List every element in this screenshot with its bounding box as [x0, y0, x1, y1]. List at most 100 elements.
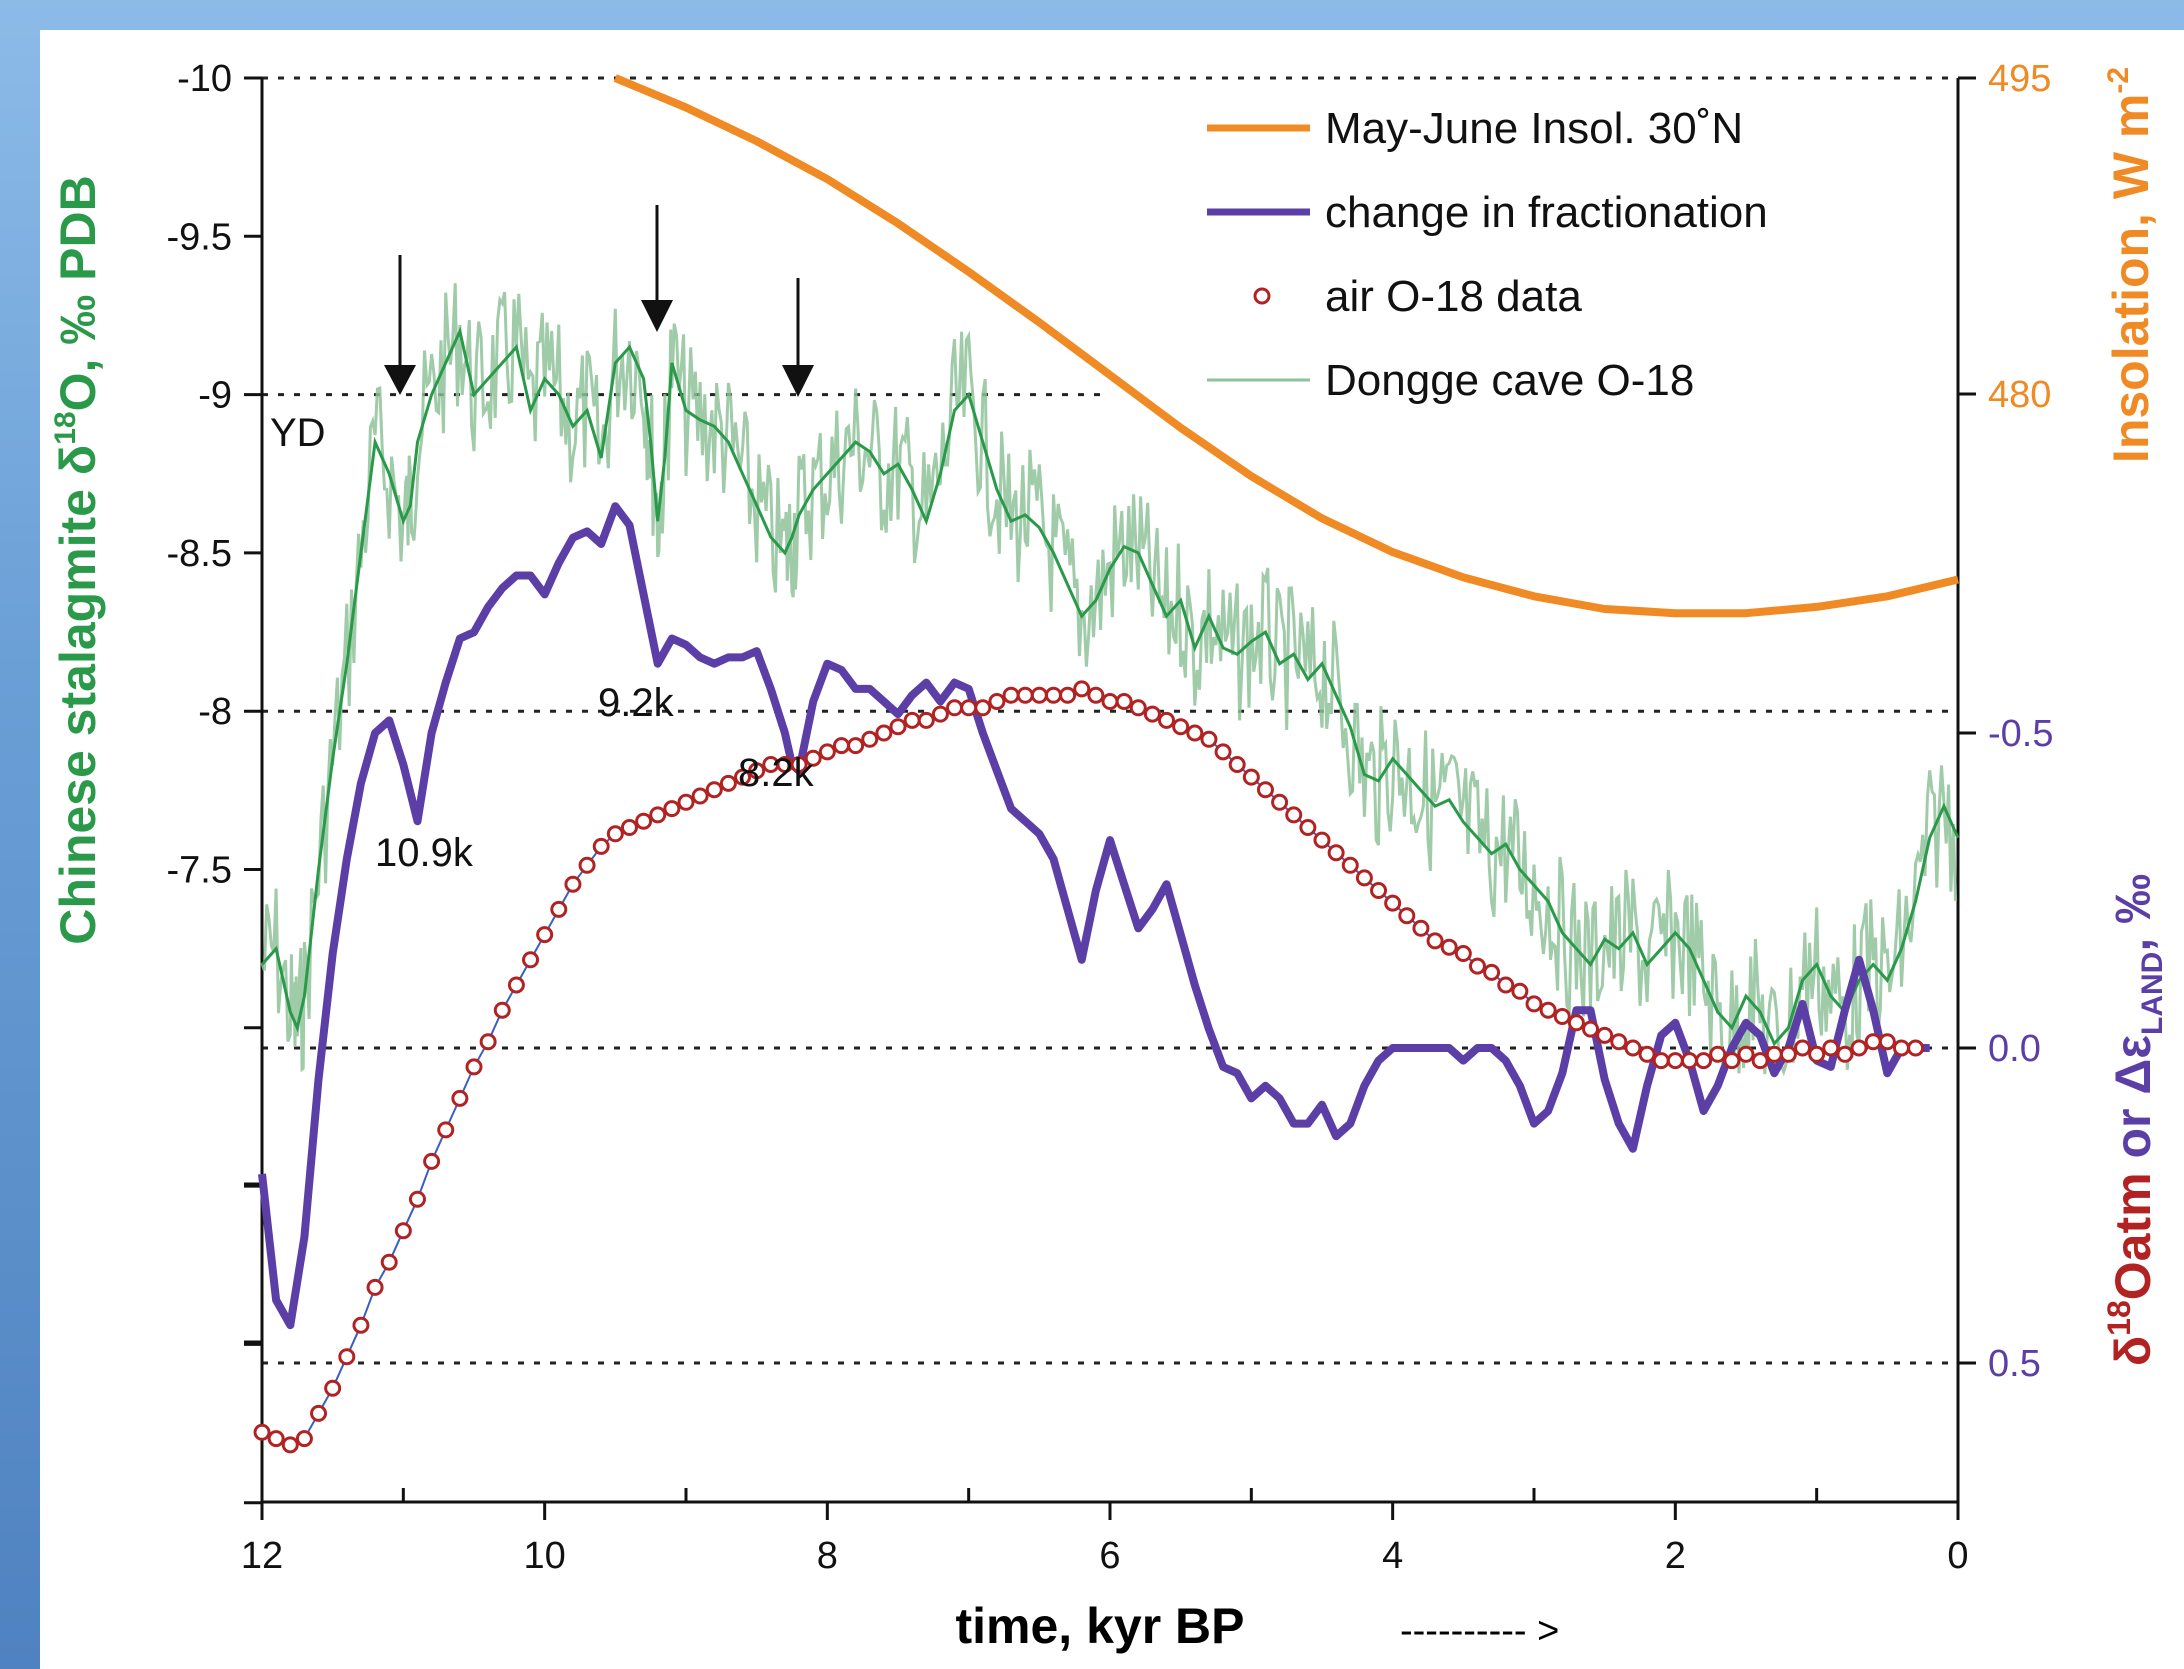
- air-data-point: [1370, 882, 1388, 899]
- air-data-point: [1695, 1052, 1713, 1070]
- air-data-point: [1610, 1033, 1628, 1051]
- air-data-point: [1822, 1039, 1840, 1057]
- air-data-point: [1384, 894, 1402, 912]
- series-insolation: [613, 74, 1959, 618]
- series-dongge-raw: [260, 283, 1958, 1077]
- air-data-point: [1087, 686, 1105, 704]
- air-data-point: [734, 768, 752, 786]
- legend-label: Dongge cave O-18: [1325, 356, 1694, 405]
- air-data-point: [804, 749, 822, 767]
- air-data-point: [790, 756, 808, 773]
- air-data-point: [295, 1430, 313, 1448]
- x-tick-label: 8: [817, 1535, 838, 1577]
- air-data-point: [1044, 686, 1062, 704]
- air-data-point: [408, 1190, 426, 1208]
- air-data-point: [620, 819, 638, 836]
- air-data-point: [366, 1278, 384, 1296]
- annotation-9-2k: 9.2k: [598, 681, 675, 725]
- air-data-point: [649, 806, 667, 824]
- air-data-point: [1836, 1045, 1854, 1063]
- x-tick-label: 0: [1947, 1535, 1968, 1577]
- air-data-point: [875, 724, 893, 742]
- air-data-point: [1172, 718, 1190, 736]
- x-axis-arrow: ---------- >: [1400, 1610, 1559, 1652]
- air-data-point: [1299, 819, 1317, 836]
- air-data-point: [1638, 1045, 1656, 1063]
- air-data-point: [1454, 945, 1472, 962]
- air-data-point: [606, 825, 624, 843]
- air-data-point: [1553, 1008, 1571, 1025]
- air-data-point: [1468, 957, 1486, 975]
- air-data-point: [663, 800, 681, 818]
- air-data-point: [507, 976, 525, 994]
- air-data-point: [635, 812, 653, 830]
- left-tick-label: -8.5: [167, 533, 232, 575]
- fractionation-axis-label: δ18Oatm or ΔεLAND, ‰: [2101, 874, 2169, 1366]
- x-tick-label: 2: [1665, 1535, 1686, 1577]
- air-data-point: [832, 737, 850, 755]
- air-data-point: [1864, 1033, 1882, 1051]
- plot-area: [253, 74, 1960, 1454]
- air-data-point: [324, 1379, 342, 1397]
- fractionation-tick-label: -0.5: [1988, 713, 2053, 755]
- air-data-point: [847, 737, 865, 755]
- air-data-point: [267, 1430, 285, 1448]
- air-data-point: [465, 1058, 483, 1076]
- series-dongge-cave: [260, 326, 1960, 1047]
- air-data-point: [1497, 976, 1515, 994]
- fractionation-tick-label: 0.5: [1988, 1343, 2041, 1385]
- air-data-point: [1666, 1052, 1684, 1070]
- left-tick-label: -8: [198, 691, 232, 733]
- air-data-point: [423, 1152, 441, 1170]
- air-data-point: [1709, 1045, 1727, 1063]
- air-data-point: [1483, 963, 1501, 981]
- air-data-point: [1242, 768, 1260, 786]
- legend-swatch-air: [1253, 287, 1271, 305]
- air-data-point: [1511, 982, 1529, 1000]
- air-data-point: [536, 926, 554, 944]
- air-data-point: [310, 1404, 328, 1422]
- legend: May-June Insol. 30˚N change in fractionat…: [1207, 104, 1768, 405]
- air-data-point: [677, 793, 695, 811]
- air-data-point: [1808, 1045, 1826, 1063]
- air-data-point: [1652, 1052, 1670, 1070]
- air-data-point: [974, 699, 992, 717]
- air-data-point: [437, 1121, 455, 1139]
- air-data-point: [1582, 1020, 1600, 1038]
- air-data-point: [1412, 919, 1430, 937]
- gridlines: [262, 76, 1958, 1365]
- left-tick-label: -7.5: [167, 850, 232, 892]
- x-axis-label: time, kyr BP: [955, 1598, 1244, 1654]
- insolation-tick-label: 495: [1988, 58, 2051, 100]
- air-data-point: [394, 1222, 412, 1240]
- legend-label: change in fractionation: [1325, 188, 1768, 237]
- air-data-point: [1723, 1052, 1741, 1070]
- air-data-point: [903, 711, 921, 729]
- air-data-point: [253, 1423, 271, 1441]
- air-data-point: [1850, 1039, 1868, 1057]
- air-data-point: [1143, 705, 1161, 723]
- air-data-point: [1737, 1045, 1755, 1063]
- air-data-point: [988, 693, 1006, 710]
- air-data-point: [1398, 907, 1416, 925]
- axes: [244, 76, 1976, 1520]
- annotation-8-2k: 8.2k: [738, 751, 815, 795]
- air-data-point: [564, 875, 582, 893]
- series-air-fit: [261, 687, 1916, 1446]
- air-data-point: [1285, 806, 1303, 824]
- air-data-point: [451, 1089, 469, 1107]
- insolation-axis-label: Insolation, W m-2: [2102, 67, 2159, 463]
- air-data-point: [818, 743, 836, 761]
- insolation-tick-label: 480: [1988, 374, 2051, 416]
- air-data-point: [493, 1001, 511, 1019]
- event-arrow-8-2k: [782, 278, 814, 397]
- air-data-point: [1680, 1052, 1698, 1070]
- air-data-point: [1002, 686, 1020, 704]
- legend-label: May-June Insol. 30˚N: [1325, 104, 1743, 153]
- air-data-point: [1214, 743, 1232, 761]
- air-data-point: [1765, 1045, 1783, 1063]
- air-data-point: [889, 718, 907, 736]
- air-data-point: [748, 762, 766, 780]
- air-data-point: [1567, 1014, 1585, 1032]
